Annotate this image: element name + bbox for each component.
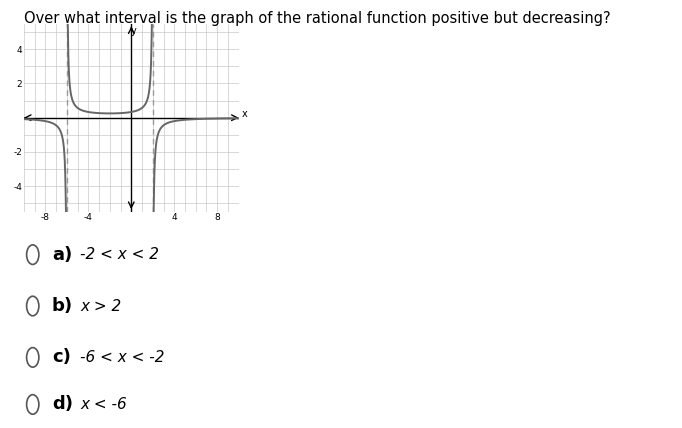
Text: -6 < x < -2: -6 < x < -2 — [80, 350, 165, 365]
Text: -2 < x < 2: -2 < x < 2 — [80, 247, 160, 262]
Text: x < -6: x < -6 — [80, 397, 128, 412]
Text: x: x — [242, 109, 248, 119]
Text: d): d) — [52, 395, 73, 413]
Text: Over what interval is the graph of the rational function positive but decreasing: Over what interval is the graph of the r… — [24, 11, 610, 26]
Text: b): b) — [52, 297, 73, 315]
Text: a): a) — [52, 246, 72, 264]
Text: y: y — [131, 26, 137, 36]
Text: x > 2: x > 2 — [80, 298, 121, 314]
Text: c): c) — [52, 348, 71, 366]
